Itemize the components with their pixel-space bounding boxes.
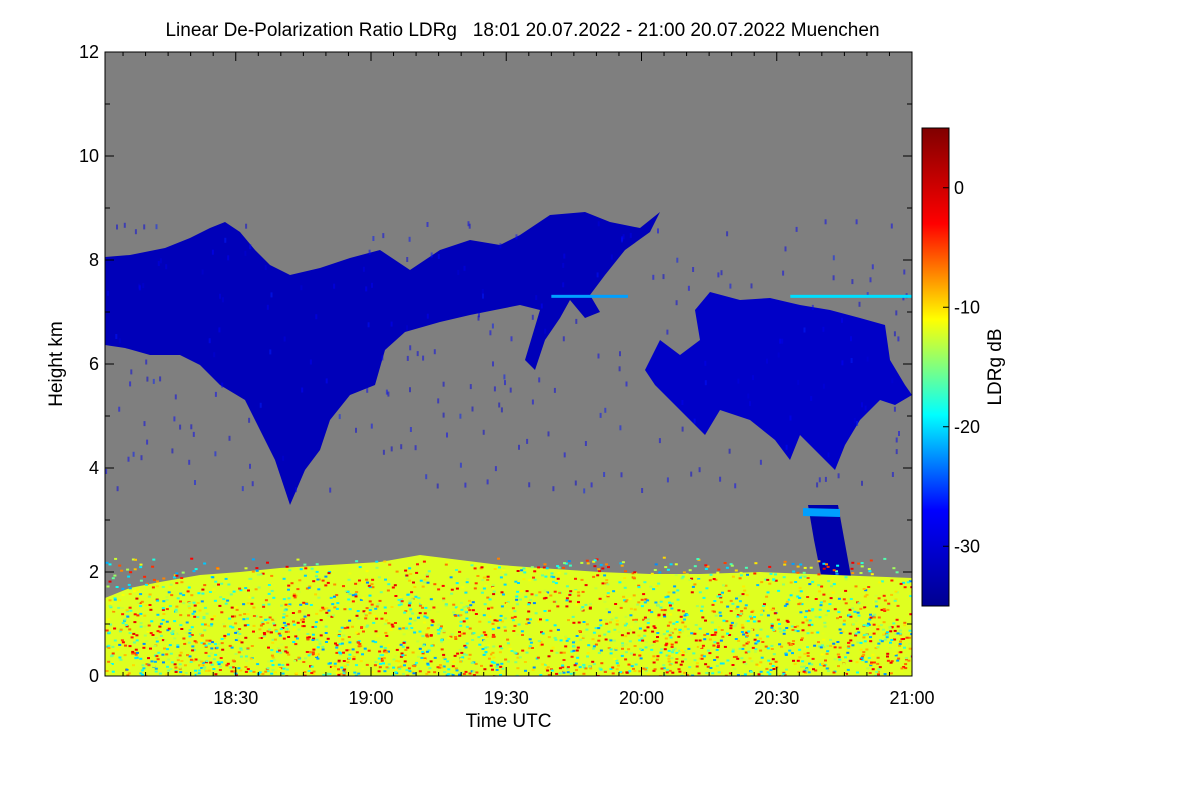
feature-area [105, 555, 912, 676]
colorbar-label: LDRg dB [985, 328, 1006, 405]
y-axis-label: Height km [46, 321, 67, 407]
feature-cirrus-cloud [645, 292, 912, 470]
x-tick-label: 20:30 [754, 688, 799, 708]
y-tick-label: 8 [89, 250, 99, 270]
x-tick-label: 19:30 [484, 688, 529, 708]
x-tick-label: 19:00 [348, 688, 393, 708]
x-tick-label: 18:30 [213, 688, 258, 708]
colorbar [921, 127, 950, 607]
colorbar-tick-label: -30 [954, 536, 980, 556]
feature-boundary-layer-aerosol [105, 555, 912, 676]
y-tick-label: 2 [89, 562, 99, 582]
feature-melting-layer [803, 508, 840, 517]
colorbar-tick-label: -20 [954, 417, 980, 437]
y-tick-label: 0 [89, 666, 99, 686]
heatmap-layer [105, 212, 912, 676]
y-tick-label: 6 [89, 354, 99, 374]
artifact-line [790, 294, 912, 298]
y-tick-label: 12 [79, 42, 99, 62]
colorbar-tick-label: 0 [954, 178, 964, 198]
y-tick-label: 10 [79, 146, 99, 166]
colorbar-tick-label: -10 [954, 297, 980, 317]
y-tick-label: 4 [89, 458, 99, 478]
feature-area [645, 292, 912, 470]
feature-area [803, 508, 840, 517]
x-tick-label: 20:00 [619, 688, 664, 708]
x-tick-label: 21:00 [889, 688, 934, 708]
x-axis-label: Time UTC [466, 711, 552, 732]
artifact-line [551, 294, 628, 298]
chart-title: Linear De-Polarization Ratio LDRg 18:01 … [165, 20, 880, 41]
